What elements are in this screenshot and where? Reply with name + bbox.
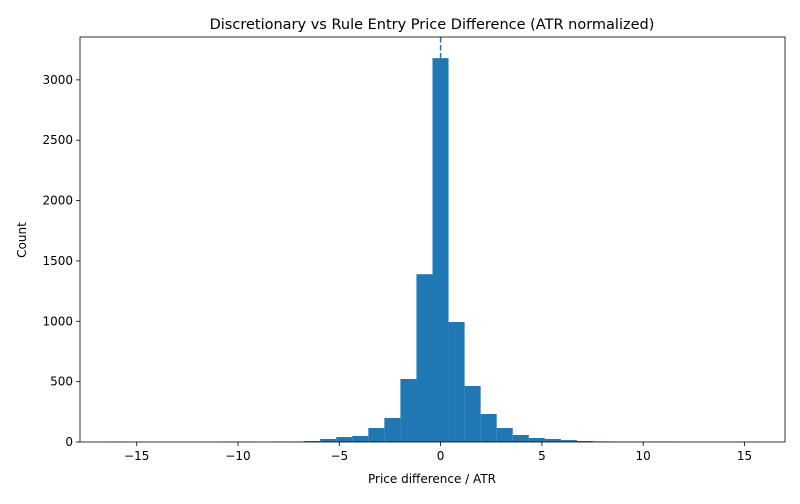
x-tick-label: 10: [636, 449, 651, 463]
histogram-bar: [400, 379, 416, 442]
chart-title: Discretionary vs Rule Entry Price Differ…: [210, 17, 655, 33]
bars: [112, 58, 754, 442]
histogram-bar: [545, 439, 561, 442]
y-axis: 0 500 1000 1500 2000 2500 3000: [42, 73, 80, 449]
histogram-bar: [513, 435, 529, 442]
x-tick-label: −15: [124, 449, 149, 463]
x-axis: −15 −10 −5 0 5 10 15: [124, 442, 752, 463]
histogram-bar: [433, 58, 449, 442]
y-tick-label: 1000: [42, 314, 73, 328]
y-tick-label: 500: [50, 375, 73, 389]
x-tick-label: −5: [330, 449, 348, 463]
x-tick-label: 0: [437, 449, 445, 463]
histogram-bar: [416, 274, 432, 442]
y-tick-label: 2000: [42, 194, 73, 208]
histogram-bar: [384, 418, 400, 442]
y-axis-label: Count: [15, 222, 29, 258]
histogram-bar: [320, 439, 336, 442]
histogram-bar: [352, 436, 368, 442]
y-tick-label: 0: [65, 435, 73, 449]
histogram-bar: [368, 428, 384, 442]
histogram-bar: [497, 428, 513, 442]
y-tick-label: 2500: [42, 133, 73, 147]
x-tick-label: 5: [538, 449, 546, 463]
x-tick-label: −10: [225, 449, 250, 463]
x-tick-label: 15: [737, 449, 752, 463]
histogram-bar: [465, 386, 481, 442]
histogram-bar: [529, 438, 545, 442]
x-axis-label: Price difference / ATR: [368, 472, 496, 486]
y-tick-label: 3000: [42, 73, 73, 87]
histogram-bar: [336, 437, 352, 442]
histogram-bar: [449, 322, 465, 442]
y-tick-label: 1500: [42, 254, 73, 268]
histogram-bar: [481, 414, 497, 442]
